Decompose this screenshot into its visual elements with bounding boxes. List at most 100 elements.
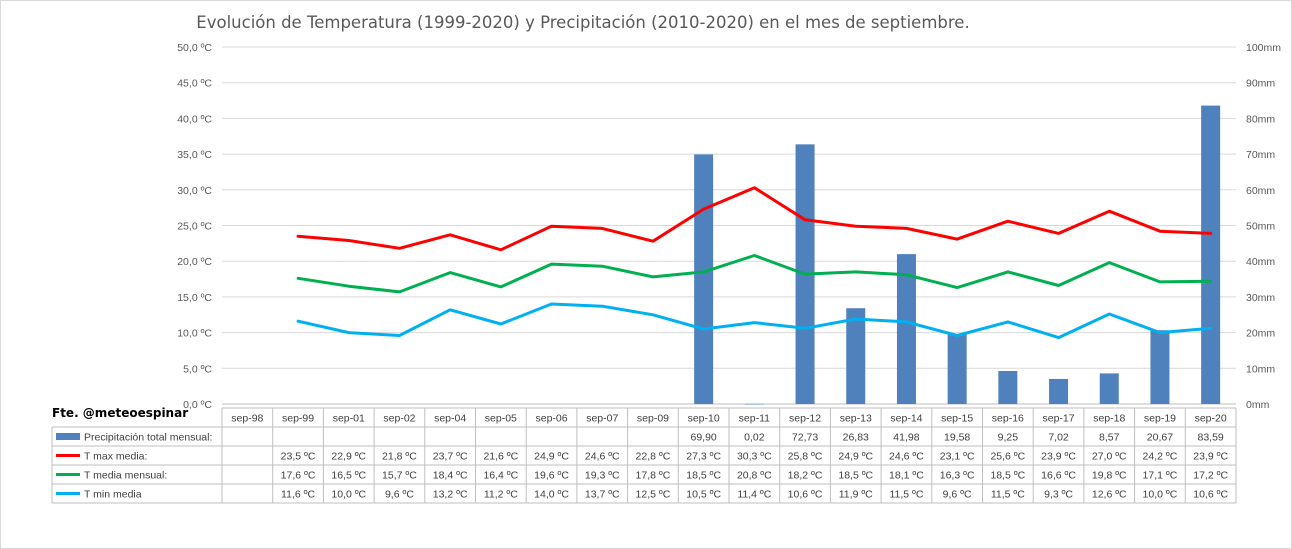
data-value: 18,5 ºC <box>990 470 1025 482</box>
data-value: 12,6 ºC <box>1092 489 1127 501</box>
precipitation-bar <box>744 403 764 405</box>
data-value: 24,6 ºC <box>889 451 924 463</box>
precipitation-bar <box>846 308 866 404</box>
data-value: 18,2 ºC <box>788 470 823 482</box>
data-value: 13,7 ºC <box>585 489 620 501</box>
data-value: 20,67 <box>1147 432 1173 444</box>
data-value: 10,0 ºC <box>1143 489 1178 501</box>
data-value: 10,6 ºC <box>1193 489 1228 501</box>
precipitation-bars <box>694 105 1221 405</box>
right-axis-ticks: 0mm 10mm 20mm 30mm 40mm 50mm 60mm 70mm 80mm 90mm 1… <box>1246 42 1281 411</box>
precipitation-bar <box>1049 378 1069 404</box>
category-label: sep-15 <box>941 413 973 425</box>
legend-label: T max media: <box>84 451 147 463</box>
source-credit: Fte. @meteoespinar <box>52 406 188 420</box>
data-value: 16,3 ºC <box>940 470 975 482</box>
data-value: 21,8 ºC <box>382 451 417 463</box>
category-label: sep-04 <box>434 413 466 425</box>
data-value: 19,3 ºC <box>585 470 620 482</box>
data-value: 15,7 ºC <box>382 470 417 482</box>
data-value: 17,6 ºC <box>281 470 316 482</box>
data-value: 9,3 ºC <box>1044 489 1073 501</box>
data-value: 16,5 ºC <box>331 470 366 482</box>
category-label: sep-18 <box>1093 413 1125 425</box>
data-value: 23,9 ºC <box>1041 451 1076 463</box>
right-tick-label: 40mm <box>1246 256 1275 268</box>
t-min-media-line <box>296 302 1213 340</box>
data-value: 19,6 ºC <box>534 470 569 482</box>
data-value: 23,5 ºC <box>281 451 316 463</box>
category-label: sep-07 <box>586 413 618 425</box>
legend-label: Precipitación total mensual: <box>84 432 212 444</box>
data-value: 18,1 ºC <box>889 470 924 482</box>
legend-label: T media mensual: <box>84 470 167 482</box>
legend-key-bar <box>56 433 80 440</box>
precipitation-bar <box>1099 373 1119 404</box>
category-label: sep-02 <box>383 413 415 425</box>
category-label: sep-16 <box>992 413 1024 425</box>
right-tick-label: 20mm <box>1246 328 1275 340</box>
data-value: 9,6 ºC <box>385 489 414 501</box>
category-label: sep-20 <box>1195 413 1227 425</box>
left-tick-label: 35,0 ºC <box>177 149 212 161</box>
right-tick-label: 70mm <box>1246 149 1275 161</box>
precipitation-bar <box>947 334 967 404</box>
data-value: 10,6 ºC <box>788 489 823 501</box>
data-value: 9,25 <box>998 432 1019 444</box>
data-value: 11,6 ºC <box>281 489 315 501</box>
category-label: sep-06 <box>535 413 567 425</box>
data-value: 21,6 ºC <box>483 451 518 463</box>
right-tick-label: 80mm <box>1246 113 1275 125</box>
data-value: 72,73 <box>792 432 818 444</box>
data-value: 0,02 <box>744 432 765 444</box>
data-value: 11,9 ºC <box>839 489 873 501</box>
left-tick-label: 5,0 ºC <box>183 363 212 375</box>
data-value: 18,4 ºC <box>433 470 468 482</box>
left-tick-label: 50,0 ºC <box>177 42 212 54</box>
data-value: 22,9 ºC <box>331 451 366 463</box>
chart-title: Evolución de Temperatura (1999-2020) y P… <box>196 13 969 32</box>
data-value: 24,6 ºC <box>585 451 620 463</box>
precipitation-bar <box>998 370 1018 404</box>
left-tick-label: 30,0 ºC <box>177 185 212 197</box>
data-value: 7,02 <box>1048 432 1069 444</box>
data-value: 18,5 ºC <box>686 470 721 482</box>
category-label: sep-19 <box>1144 413 1176 425</box>
data-value: 27,0 ºC <box>1092 451 1127 463</box>
left-tick-label: 45,0 ºC <box>177 78 212 90</box>
data-value: 10,0 ºC <box>331 489 366 501</box>
left-axis-ticks: 0,0 ºC 5,0 ºC 10,0 ºC 15,0 ºC 20,0 ºC 25,0 ºC… <box>177 42 212 411</box>
left-tick-label: 10,0 ºC <box>177 328 212 340</box>
data-value: 19,8 ºC <box>1092 470 1127 482</box>
right-tick-label: 60mm <box>1246 185 1275 197</box>
data-value: 22,8 ºC <box>636 451 671 463</box>
data-value: 16,6 ºC <box>1041 470 1076 482</box>
precipitation-bar <box>1201 105 1221 404</box>
category-label: sep-10 <box>688 413 720 425</box>
category-label: sep-11 <box>739 413 770 425</box>
category-label: sep-09 <box>637 413 669 425</box>
data-value: 27,3 ºC <box>686 451 721 463</box>
data-value: 25,8 ºC <box>788 451 823 463</box>
category-label: sep-99 <box>282 413 314 425</box>
category-label: sep-12 <box>789 413 821 425</box>
data-value: 19,58 <box>944 432 970 444</box>
precipitation-bar <box>896 254 916 404</box>
right-tick-label: 10mm <box>1246 363 1275 375</box>
data-value: 10,5 ºC <box>686 489 721 501</box>
category-label: sep-05 <box>485 413 517 425</box>
data-value: 83,59 <box>1198 432 1224 444</box>
category-label: sep-01 <box>333 413 365 425</box>
left-tick-label: 40,0 ºC <box>177 113 212 125</box>
precipitation-bar <box>694 154 714 404</box>
data-value: 23,9 ºC <box>1193 451 1228 463</box>
data-value: 17,2 ºC <box>1193 470 1228 482</box>
data-value: 20,8 ºC <box>737 470 772 482</box>
category-label: sep-13 <box>840 413 872 425</box>
data-value: 16,4 ºC <box>483 470 518 482</box>
data-value: 24,9 ºC <box>534 451 569 463</box>
data-value: 12,5 ºC <box>636 489 671 501</box>
precipitation-bar <box>1150 330 1170 404</box>
data-value: 14,0 ºC <box>534 489 569 501</box>
data-value: 18,5 ºC <box>838 470 873 482</box>
